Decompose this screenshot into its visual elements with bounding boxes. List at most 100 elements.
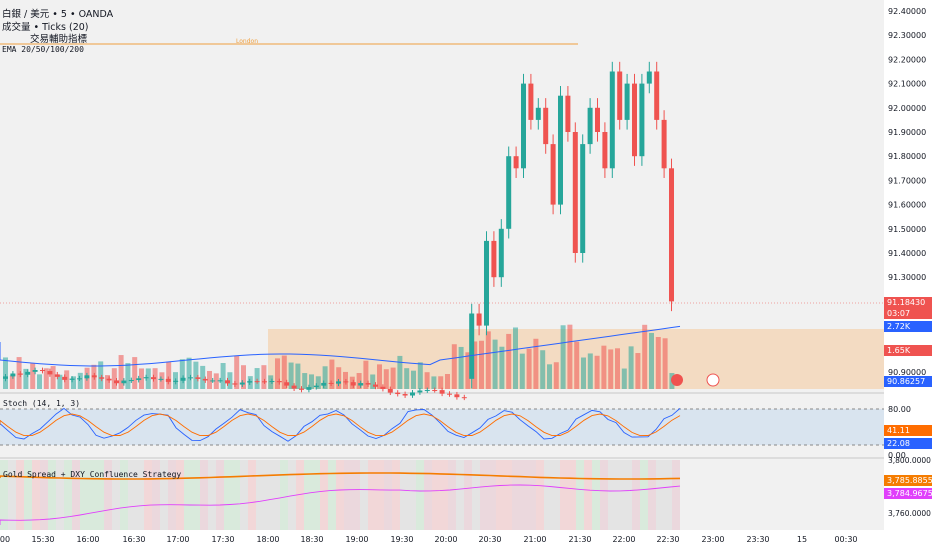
strategy-bg-bar	[216, 460, 224, 530]
candle-body	[99, 377, 105, 379]
candle-body	[69, 378, 75, 380]
ema-indicator-label[interactable]: EMA 20/50/100/200	[2, 45, 84, 54]
candle-body	[202, 378, 208, 381]
candle-body	[476, 313, 482, 326]
strategy-bg-bar	[56, 460, 64, 530]
volume-bar	[567, 324, 573, 389]
candle-body	[609, 71, 615, 169]
strategy-bg-bar	[224, 460, 232, 530]
volume-bar	[560, 325, 566, 389]
strategy-tick-label: 3,800.0000	[888, 456, 931, 465]
candle-body	[306, 387, 312, 390]
candle-body	[461, 397, 467, 399]
time-axis-label: 18:30	[300, 535, 323, 544]
volume-bar	[118, 355, 124, 389]
volume-bar	[57, 374, 63, 389]
strategy-bg-bar	[368, 460, 376, 530]
volume-bar	[417, 362, 423, 389]
volume-bar	[465, 352, 471, 389]
symbol-title[interactable]: 白銀 / 美元 • 5 • OANDA	[2, 9, 114, 20]
volume-bar	[513, 327, 518, 389]
candle-body	[210, 380, 216, 382]
candle-body	[313, 385, 319, 388]
volume-bar	[526, 348, 532, 389]
candle-body	[32, 370, 38, 372]
strategy-bg-bar	[104, 460, 112, 530]
strategy-bg-bar	[408, 460, 416, 530]
strategy-bg-bar	[512, 460, 520, 530]
volume-bar	[479, 340, 484, 389]
strategy-bg-bar	[88, 460, 96, 530]
candle-body	[158, 378, 164, 380]
time-axis-label: 19:00	[345, 535, 368, 544]
strategy-bg-bar	[280, 460, 288, 530]
volume-bar	[281, 355, 287, 389]
volume-bar	[390, 367, 396, 389]
volume-bar	[519, 353, 525, 389]
price-tick-label: 91.90000	[888, 128, 926, 137]
candle-body	[276, 381, 282, 383]
strategy-bg-bar	[664, 460, 672, 530]
strategy-bg-bar	[136, 460, 144, 530]
candle-body	[587, 107, 593, 145]
time-axis-label: 23:30	[746, 535, 769, 544]
stoch-title[interactable]: Stoch (14, 1, 3)	[3, 399, 81, 408]
volume-bar	[302, 373, 308, 389]
strategy-bg-bar	[128, 460, 136, 530]
candle-body	[358, 383, 364, 386]
helper-indicator-label[interactable]: 交易輔助指標	[30, 34, 88, 45]
volume-bar	[472, 341, 478, 389]
volume-bar	[309, 374, 314, 389]
candle-body	[114, 380, 119, 384]
candle-body	[217, 380, 223, 382]
volume-bar	[445, 374, 450, 389]
strategy-bg-bar	[248, 460, 256, 530]
stoch-d-value: 41.11	[884, 425, 932, 436]
current-price-label: 91.18430	[884, 297, 932, 308]
volume-bar	[193, 361, 199, 389]
strategy-title[interactable]: Gold Spread + DXY Confluence Strategy	[3, 470, 182, 479]
volume-bar	[547, 364, 552, 389]
strategy-bg-bar	[232, 460, 240, 530]
candle-body	[165, 378, 171, 382]
session-label: London	[236, 38, 258, 45]
candle-body	[247, 381, 253, 383]
volume-bar	[329, 359, 335, 389]
candle-body	[513, 156, 519, 169]
candle-body	[439, 390, 445, 394]
candle-body	[17, 373, 23, 375]
volume-bar	[642, 324, 648, 389]
candle-body	[180, 377, 186, 381]
candle-body	[498, 228, 504, 278]
strategy-bg-bar	[448, 460, 456, 530]
candle-body	[454, 394, 460, 398]
time-axis-label: 20:00	[434, 535, 457, 544]
strategy-bg-bar	[0, 460, 8, 530]
candle-body	[669, 168, 674, 302]
volume-bar	[363, 360, 369, 389]
candle-body	[106, 378, 112, 381]
strategy-purple-line	[0, 484, 681, 525]
candle-body	[291, 385, 297, 389]
strategy-bg-bar	[32, 460, 40, 530]
candle-body	[91, 375, 97, 378]
price-tick-label: 92.00000	[888, 104, 926, 113]
volume-bar	[506, 333, 512, 389]
volume-bar	[383, 369, 389, 389]
stoch-tick-label: 0.00	[888, 451, 906, 460]
candle-body	[654, 71, 660, 120]
volume-bar	[111, 368, 117, 389]
candle-body	[262, 381, 267, 383]
volume-indicator-label[interactable]: 成交量 • Ticks (20)	[2, 22, 89, 33]
candle-body	[77, 378, 82, 380]
candle-body	[336, 381, 341, 384]
candle-body	[25, 371, 31, 375]
candle-body	[661, 119, 667, 169]
volume-bar	[213, 373, 219, 389]
price-tick-label: 91.80000	[888, 152, 926, 161]
strategy-tick-label: 3,760.0000	[888, 509, 931, 518]
strategy-bg-bar	[120, 460, 128, 530]
volume-bar	[458, 346, 464, 389]
